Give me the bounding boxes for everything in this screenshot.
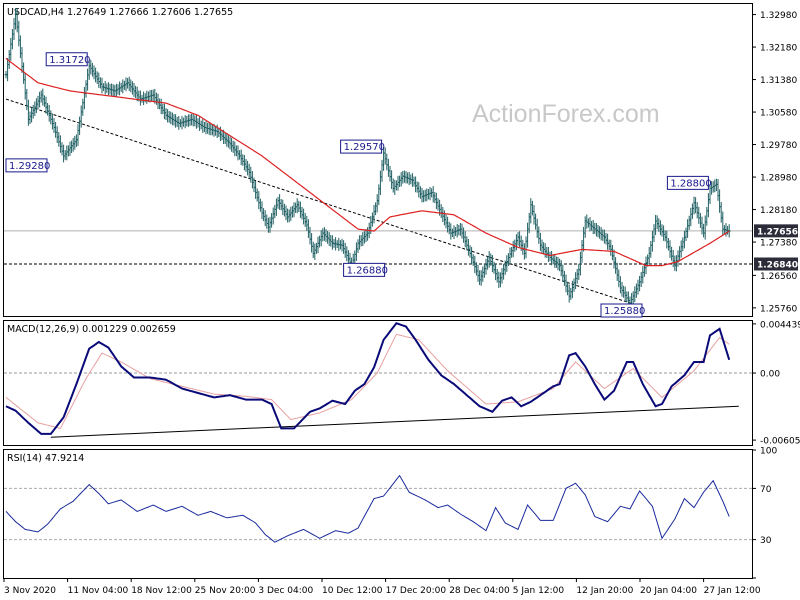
annotation-box [666, 175, 709, 190]
annotation-label: 1.29570 [344, 142, 385, 153]
moving-average-line [5, 57, 730, 267]
time-tick-label: 5 Jan 12:00 [513, 586, 565, 596]
price-tick-label: 1.31380 [760, 76, 797, 86]
price-trendline [5, 98, 631, 304]
annotation-label: 1.29280 [9, 161, 50, 172]
price-annotation: 1.31720 [45, 52, 91, 67]
annotation-box [343, 262, 386, 277]
rsi-plot [4, 474, 752, 543]
rsi-tick-label: 100 [760, 447, 777, 457]
price-marker-box [754, 224, 798, 238]
time-tick-label: 11 Nov 04:00 [68, 586, 129, 596]
rsi-line [5, 474, 730, 543]
price-annotation: 1.29570 [340, 139, 385, 154]
time-tick-label: 17 Dec 20:00 [386, 586, 447, 596]
annotation-label: 1.31720 [49, 55, 90, 66]
annotation-box [45, 52, 88, 67]
macd-tick-label: -0.006057 [760, 437, 800, 447]
price-marker-label: 1.27656 [757, 227, 798, 237]
annotation-box [600, 303, 643, 318]
macd-line [5, 322, 731, 435]
price-marker: 1.27656 [754, 224, 798, 238]
price-annotation: 1.25880 [600, 303, 645, 318]
price-annotation: 1.26880 [343, 262, 388, 277]
macd-tick-label: 0.00 [760, 370, 780, 380]
price-tick-label: 1.32180 [760, 44, 797, 54]
price-tick-label: 1.32980 [760, 11, 797, 21]
rsi-axis: 100 70 30 [752, 447, 777, 579]
time-tick-label: 27 Jan 12:00 [704, 586, 761, 596]
macd-plot [4, 322, 752, 438]
price-annotation: 1.28800 [666, 175, 712, 190]
time-tick-label: 20 Jan 04:00 [640, 586, 697, 596]
macd-trendline [50, 405, 739, 438]
price-marker-box [754, 257, 798, 271]
price-axis: 1.32980 1.32180 1.31380 1.30580 1.29780 1.289… [752, 11, 798, 314]
annotation-label: 1.28800 [670, 178, 711, 189]
rsi-tick-label: 30 [760, 536, 772, 546]
time-tick-label: 25 Nov 20:00 [195, 586, 256, 596]
price-tick-label: 1.29780 [760, 141, 797, 151]
time-tick-label: 28 Dec 04:00 [449, 586, 510, 596]
watermark: ActionForex.com [472, 100, 660, 128]
annotation-label: 1.26880 [347, 265, 388, 276]
rsi-tick-label: 70 [760, 485, 772, 495]
symbol-header: USDCAD,H4 1.27649 1.27666 1.27606 1.2765… [7, 7, 233, 18]
rsi-panel-frame [3, 449, 753, 579]
time-tick-label: 3 Nov 2020 [4, 586, 56, 596]
price-tick-label: 1.28980 [760, 174, 797, 184]
price-tick-label: 1.30580 [760, 109, 797, 119]
price-tick-label: 1.25760 [760, 304, 797, 314]
price-annotation: 1.29280 [5, 158, 50, 173]
time-tick-label: 10 Dec 12:00 [322, 586, 383, 596]
price-tick-label: 1.28180 [760, 206, 797, 216]
price-marker: 1.26840 [754, 257, 798, 271]
price-tick-label: 1.27380 [760, 239, 797, 249]
price-plot: 1.31720 1.29280 1.29570 1.26880 1.25880 1.288… [4, 8, 752, 318]
annotation-label: 1.25880 [604, 306, 645, 317]
annotation-box [5, 158, 48, 173]
rsi-title: RSI(14) 47.9214 [7, 453, 84, 464]
macd-signal-line [5, 333, 730, 429]
macd-title: MACD(12,26,9) 0.001229 0.002659 [7, 324, 176, 335]
price-tick-label: 1.26560 [760, 272, 797, 282]
macd-tick-label: 0.004439 [760, 320, 800, 330]
macd-panel-frame [3, 320, 753, 446]
annotation-box [340, 139, 383, 154]
time-tick-label: 18 Nov 12:00 [131, 586, 192, 596]
time-tick-label: 3 Dec 04:00 [258, 586, 313, 596]
macd-axis: 0.004439 0.00 -0.006057 [752, 320, 800, 447]
time-axis: 3 Nov 2020 11 Nov 04:00 18 Nov 12:00 25 Nov… [3, 578, 761, 596]
price-marker-label: 1.26840 [757, 261, 798, 271]
time-tick-label: 12 Jan 20:00 [576, 586, 633, 596]
price-bar [727, 224, 731, 238]
